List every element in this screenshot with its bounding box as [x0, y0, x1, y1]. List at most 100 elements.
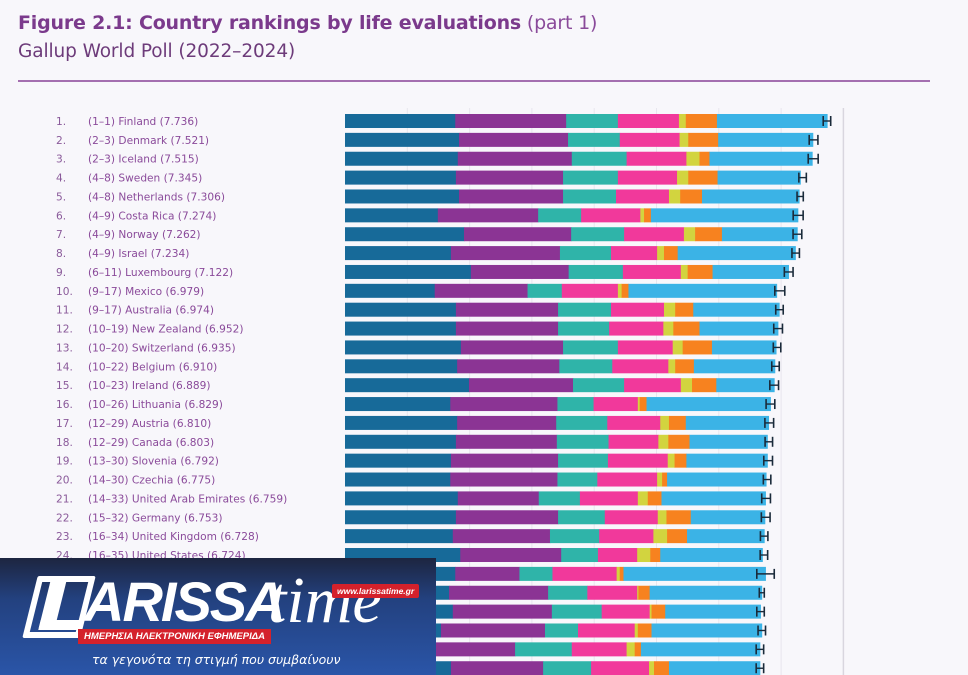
- bar-segment: [345, 283, 436, 298]
- bar-segment: [527, 283, 563, 298]
- bar-segment: [544, 623, 579, 638]
- bar-segment: [717, 170, 801, 185]
- bar-segment: [663, 302, 676, 317]
- bar-segment: [460, 548, 562, 563]
- bar-segment: [587, 585, 638, 600]
- row-rank: 5.: [56, 191, 66, 203]
- row-label: (12–29) Austria (6.810): [88, 418, 211, 430]
- row-label: (12–29) Canada (6.803): [88, 437, 214, 449]
- row-label: (2–3) Iceland (7.515): [88, 154, 199, 166]
- bar-segment: [538, 491, 581, 506]
- row-label: (4–8) Sweden (7.345): [88, 173, 202, 185]
- chart-title-bold: Figure 2.1: Country rankings by life eva…: [18, 12, 522, 34]
- bar-segment: [674, 453, 687, 468]
- bar-segment: [716, 114, 828, 128]
- bar-segment: [637, 491, 649, 506]
- bar-segment: [657, 510, 667, 525]
- bar-segment: [345, 227, 465, 242]
- logo-url[interactable]: www.larissatime.gr: [332, 584, 420, 598]
- bar-segment: [693, 359, 776, 374]
- bar-segment: [634, 642, 642, 657]
- bar-segment: [609, 321, 664, 336]
- row-rank: 6.: [56, 210, 66, 222]
- bar-segment: [668, 415, 687, 430]
- bar-segment: [571, 227, 625, 242]
- bar-segment: [468, 378, 574, 393]
- bar-segment: [668, 434, 690, 449]
- row-label: (4–9) Israel (7.234): [88, 248, 189, 260]
- error-bar: [762, 474, 772, 485]
- larissatime-logo-overlay[interactable]: ARISSA time www.larissatime.gr ΗΜΕΡΗΣΙΑ …: [0, 558, 436, 675]
- bar-segment: [675, 302, 694, 317]
- bar-segment: [616, 566, 621, 581]
- bar-segment: [455, 321, 559, 336]
- logo-slogan: τα γεγονότα τη στιγμή που συμβαίνουν: [92, 652, 341, 667]
- row-label: (1–1) Finland (7.736): [88, 116, 198, 128]
- row-label: (4–8) Netherlands (7.306): [88, 191, 225, 203]
- bar-segment: [650, 208, 799, 223]
- bar-segment: [663, 246, 679, 261]
- error-bar: [756, 606, 766, 617]
- row-rank: 19.: [56, 456, 73, 468]
- bar-segment: [667, 472, 767, 487]
- bar-segment: [644, 208, 652, 223]
- bar-segment: [604, 510, 659, 525]
- bar-segment: [661, 491, 766, 506]
- bar-segment: [345, 302, 457, 317]
- bar-segment: [649, 585, 763, 600]
- row-rank: 9.: [56, 267, 66, 279]
- bar-segment: [558, 321, 610, 336]
- bar-segment: [571, 642, 627, 657]
- error-bar: [774, 285, 786, 296]
- bar-segment: [345, 378, 470, 393]
- error-bar: [808, 134, 819, 145]
- row-label: (6–11) Luxembourg (7.122): [88, 267, 233, 279]
- bar-segment: [680, 189, 703, 204]
- bar-segment: [450, 472, 558, 487]
- bar-segment: [568, 264, 624, 279]
- bar-segment: [558, 302, 612, 317]
- bar-segment: [345, 151, 459, 166]
- bar-segment: [470, 264, 570, 279]
- bar-segment: [463, 227, 572, 242]
- bar-segment: [455, 114, 567, 128]
- bar-segment: [459, 189, 564, 204]
- bar-segment: [695, 227, 723, 242]
- bar-segment: [680, 378, 693, 393]
- bar-segment: [668, 359, 676, 374]
- bar-segment: [459, 132, 569, 147]
- bar-segment: [568, 132, 621, 147]
- bar-segment: [345, 170, 457, 185]
- bar-segment: [640, 642, 761, 657]
- row-label: (15–32) Germany (6.753): [88, 512, 223, 524]
- bars: [345, 114, 828, 675]
- bar-segment: [685, 114, 718, 128]
- bar-segment: [345, 208, 439, 223]
- bar-segment: [651, 623, 763, 638]
- bar-segment: [616, 189, 670, 204]
- bar-segment: [345, 510, 457, 525]
- bar-segment: [611, 246, 658, 261]
- row-label: (10–22) Belgium (6.910): [88, 361, 217, 373]
- bar-segment: [345, 189, 460, 204]
- error-bar: [774, 304, 785, 315]
- bar-segment: [457, 151, 573, 166]
- bar-segment: [617, 283, 623, 298]
- row-label: (13–30) Slovenia (6.792): [88, 456, 219, 468]
- bar-segment: [619, 132, 680, 147]
- row-label: (14–33) United Arab Emirates (6.759): [88, 493, 287, 505]
- bar-segment: [679, 132, 689, 147]
- bar-segment: [455, 510, 559, 525]
- bar-segment: [673, 321, 700, 336]
- bar-segment: [678, 114, 687, 128]
- bar-segment: [690, 510, 766, 525]
- bar-segment: [581, 208, 641, 223]
- bar-segment: [675, 359, 695, 374]
- row-rank: 7.: [56, 229, 66, 241]
- bar-segment: [686, 453, 768, 468]
- bar-segment: [665, 604, 761, 619]
- error-bars: [755, 116, 832, 674]
- bar-segment: [701, 189, 800, 204]
- bar-segment: [621, 283, 629, 298]
- bar-segment: [638, 585, 651, 600]
